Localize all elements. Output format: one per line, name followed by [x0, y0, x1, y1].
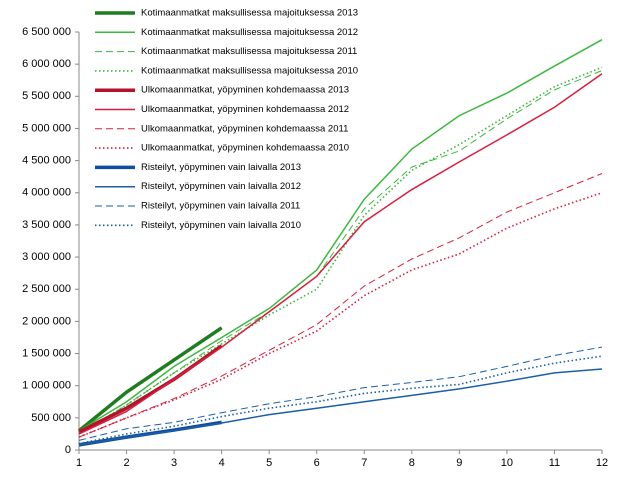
- series-line: [78, 173, 603, 438]
- legend-label: Kotimaanmatkat maksullisessa majoitukses…: [141, 65, 358, 76]
- legend-label: Ulkomaanmatkat, yöpyminen kohdemaassa 20…: [141, 123, 348, 134]
- y-tick-label: 1 500 000: [22, 347, 71, 359]
- x-tick-label: 9: [456, 457, 462, 469]
- y-tick-label: 500 000: [31, 412, 71, 424]
- x-tick-label: 3: [171, 457, 177, 469]
- series-line: [78, 73, 603, 435]
- legend-label: Kotimaanmatkat maksullisessa majoitukses…: [141, 27, 358, 38]
- legend-label: Kotimaanmatkat maksullisessa majoitukses…: [141, 8, 358, 19]
- legend-label: Ulkomaanmatkat, yöpyminen kohdemaassa 20…: [141, 104, 349, 115]
- legend-label: Risteilyt, yöpyminen vain laivalla 2010: [141, 220, 301, 231]
- x-tick-label: 5: [266, 457, 272, 469]
- series-line: [78, 346, 603, 441]
- series-line: [77, 326, 223, 433]
- series-line: [78, 368, 603, 446]
- legend-label: Kotimaanmatkat maksullisessa majoitukses…: [141, 46, 357, 57]
- y-tick-label: 4 500 000: [22, 155, 71, 167]
- x-tick-label: 12: [596, 457, 608, 469]
- x-tick-label: 6: [314, 457, 320, 469]
- x-tick-label: 2: [123, 457, 129, 469]
- legend-label: Ulkomaanmatkat, yöpyminen kohdemaassa 20…: [141, 143, 349, 154]
- x-tick-label: 1: [76, 457, 82, 469]
- series-line: [78, 70, 603, 435]
- x-tick-label: 10: [501, 457, 513, 469]
- y-tick-label: 3 000 000: [22, 251, 71, 263]
- legend-label: Risteilyt, yöpyminen vain laivalla 2011: [141, 201, 300, 212]
- legend-label: Risteilyt, yöpyminen vain laivalla 2012: [141, 181, 301, 192]
- legend-label: Risteilyt, yöpyminen vain laivalla 2013: [141, 162, 301, 173]
- legend-label: Ulkomaanmatkat, yöpyminen kohdemaassa 20…: [141, 85, 349, 96]
- y-tick-label: 6 500 000: [22, 26, 71, 38]
- x-tick-label: 4: [219, 457, 225, 469]
- x-tick-label: 8: [409, 457, 415, 469]
- y-tick-label: 3 500 000: [22, 219, 71, 231]
- y-tick-label: 5 500 000: [22, 90, 71, 102]
- y-tick-label: 5 000 000: [22, 122, 71, 134]
- y-tick-label: 0: [65, 444, 71, 456]
- x-tick-label: 11: [549, 457, 560, 469]
- y-tick-label: 1 000 000: [22, 380, 71, 392]
- x-tick-label: 7: [361, 457, 367, 469]
- y-tick-label: 2 000 000: [22, 315, 71, 327]
- series-line: [78, 355, 603, 445]
- series-line: [78, 39, 603, 432]
- y-tick-label: 6 000 000: [22, 58, 71, 70]
- y-tick-label: 4 000 000: [22, 187, 71, 199]
- y-tick-label: 2 500 000: [22, 283, 71, 295]
